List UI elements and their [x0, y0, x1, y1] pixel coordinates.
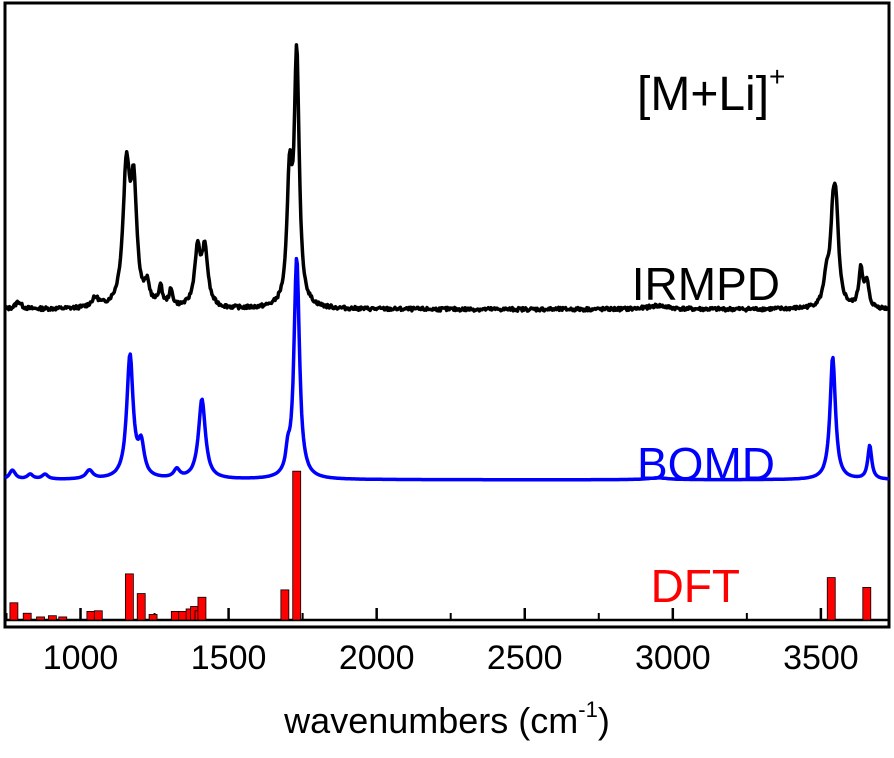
dft-bar: [93, 610, 103, 621]
chart-title: [M+Li]+: [637, 61, 785, 121]
dft-bar: [124, 573, 134, 621]
dft-bar: [178, 610, 188, 621]
dft-bar: [148, 614, 158, 621]
series-label-dft: DFT: [651, 560, 740, 612]
dft-bar: [47, 615, 57, 621]
x-axis-tick-labels: 1000 1500 2000 2500 3000 3500: [43, 639, 859, 677]
dft-bar: [197, 596, 207, 621]
x-tick-label: 3000: [635, 639, 711, 677]
dft-bar: [170, 610, 180, 621]
dft-bar: [826, 577, 836, 621]
series-label-bomd: BOMD: [637, 438, 775, 490]
x-axis-label-suffix: ): [598, 700, 610, 741]
x-axis-label-main: wavenumbers (cm: [283, 700, 578, 741]
x-tick-label: 2000: [339, 639, 415, 677]
series-labels: IRMPD BOMD DFT: [632, 258, 780, 612]
dft-bar: [58, 616, 68, 621]
chart-title-superscript: +: [769, 61, 785, 92]
dft-bar: [36, 616, 45, 621]
dft-bar: [136, 593, 146, 621]
dft-bar: [292, 470, 302, 621]
dft-bar: [22, 612, 32, 621]
chart-title-main: [M+Li]: [637, 68, 769, 121]
dft-bar: [280, 589, 290, 621]
plot-frame: [3, 1, 891, 629]
series-layer: [4, 43, 891, 621]
x-tick-label: 2500: [487, 639, 563, 677]
series-line-bomd: [4, 256, 890, 482]
dft-bar: [86, 610, 96, 621]
series-label-irmpd: IRMPD: [632, 258, 780, 310]
series-line-irmpd: [4, 43, 891, 313]
dft-bar: [9, 602, 19, 621]
x-axis-label-superscript: -1: [578, 697, 598, 722]
dft-bar: [862, 587, 872, 621]
x-tick-label: 1500: [191, 639, 267, 677]
x-tick-label: 1000: [43, 639, 119, 677]
x-tick-label: 3500: [783, 639, 859, 677]
x-axis-label: wavenumbers (cm-1): [283, 697, 610, 741]
